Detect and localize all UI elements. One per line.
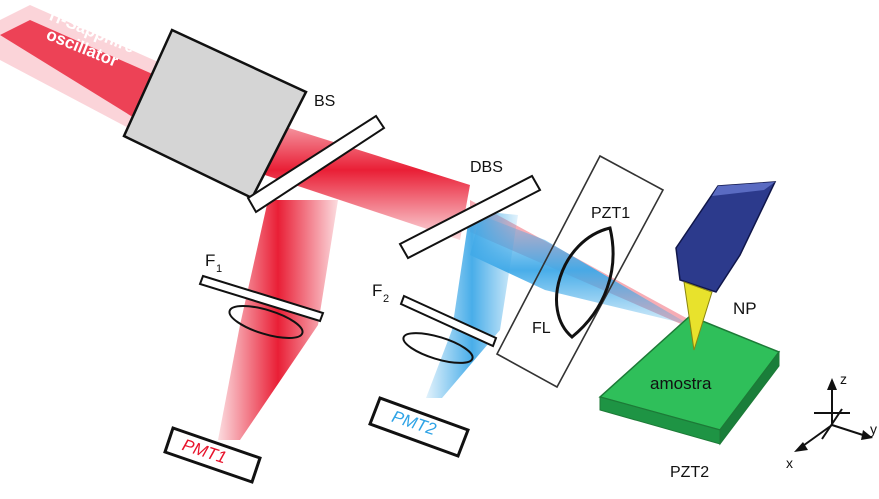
axis-y-label: y: [870, 421, 877, 437]
blue-beam-to-pmt2: [426, 210, 518, 398]
fl-label: FL: [532, 320, 551, 337]
axis-z-label: z: [840, 371, 847, 387]
filter-f2: [399, 294, 498, 348]
lens-f2: [402, 332, 474, 364]
bs-label: BS: [314, 93, 335, 110]
blue-beam-from-sample: [470, 215, 690, 325]
probe-holder-highlight: [712, 182, 775, 196]
pzt2-label: PZT2: [670, 464, 709, 481]
pmt2-detector: [368, 396, 470, 458]
focusing-lens-fl: [555, 226, 615, 339]
dbs-label: DBS: [470, 159, 503, 176]
f2-label: F: [372, 281, 382, 300]
probe-holder: [675, 181, 777, 293]
pzt1-frame: [495, 154, 665, 389]
axis-triad: [794, 378, 873, 452]
f2-label-subscript: 2: [383, 293, 389, 305]
axis-x-label: x: [786, 455, 793, 471]
red-beam-to-pmt1: [218, 200, 338, 440]
sample-label: amostra: [650, 374, 712, 393]
dichroic-beam-splitter-dbs: [398, 174, 542, 260]
lens-f1: [228, 305, 304, 339]
pzt1-label: PZT1: [591, 205, 630, 222]
filter-f1: [198, 274, 325, 323]
sample-stage-side-right: [719, 350, 780, 446]
probe-tip: [683, 281, 713, 351]
beam-splitter-bs: [246, 114, 386, 214]
f1-label: F: [205, 251, 215, 270]
pmt1-detector: [163, 426, 262, 484]
np-label: NP: [733, 299, 757, 318]
f1-label-subscript: 1: [216, 263, 222, 275]
